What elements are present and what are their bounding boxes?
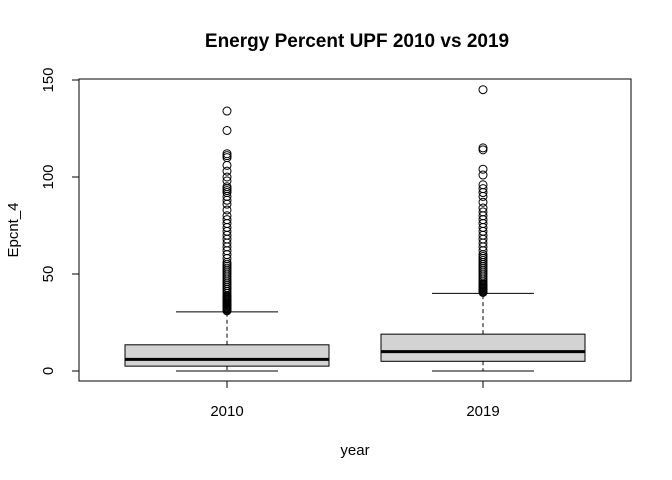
box-iqr	[380, 333, 586, 362]
outlier-point	[478, 207, 488, 217]
outlier-point	[222, 151, 232, 161]
box-group-2019	[380, 85, 586, 372]
y-tick-label: 150	[40, 67, 57, 92]
x-axis: 2010 2019	[210, 380, 500, 420]
box-group-2010	[124, 106, 330, 372]
outlier-point	[222, 106, 232, 116]
outlier-point	[222, 125, 232, 135]
outlier-point	[478, 203, 488, 213]
outlier-point	[222, 160, 232, 170]
box-iqr	[124, 344, 330, 367]
outlier-point	[478, 143, 488, 153]
outlier-point	[478, 197, 488, 207]
y-axis-label: Epcnt_4	[5, 202, 22, 257]
outlier-point	[222, 149, 232, 159]
y-tick-label: 50	[40, 266, 57, 283]
outlier-point	[222, 182, 232, 192]
outlier-point	[478, 145, 488, 155]
outlier-point	[478, 164, 488, 174]
outlier-point	[222, 166, 232, 176]
y-tick-label: 100	[40, 164, 57, 189]
outlier-point	[222, 172, 232, 182]
outlier-point	[222, 215, 232, 225]
chart-title: Energy Percent UPF 2010 vs 2019	[205, 31, 509, 52]
x-tick-label: 2019	[466, 403, 499, 420]
boxes-layer	[124, 85, 586, 372]
outlier-point	[222, 176, 232, 186]
y-axis: 0 50 100 150	[40, 67, 80, 375]
y-tick-label: 0	[40, 367, 57, 375]
x-tick-label: 2010	[210, 403, 243, 420]
outlier-point	[478, 184, 488, 194]
outlier-point	[222, 205, 232, 215]
outlier-point	[478, 85, 488, 95]
outlier-point	[222, 211, 232, 221]
outlier-point	[478, 170, 488, 180]
x-axis-label: year	[340, 442, 369, 459]
outlier-point	[478, 180, 488, 190]
